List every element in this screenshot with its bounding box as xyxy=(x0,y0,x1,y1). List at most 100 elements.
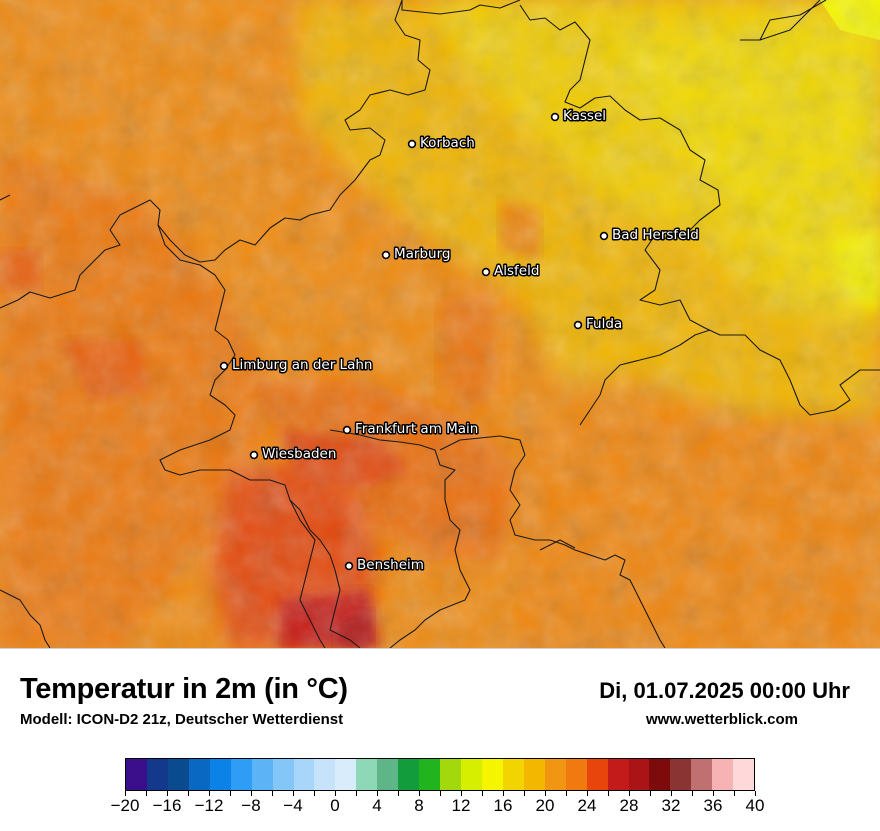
city-marker: Fulda xyxy=(573,315,624,334)
colorbar-tick xyxy=(355,791,357,796)
colorbar-tick-label: −8 xyxy=(241,796,261,815)
colorbar-segment xyxy=(502,759,524,790)
temperature-colorbar xyxy=(125,758,755,791)
colorbar-tick xyxy=(460,791,462,796)
colorbar-tick xyxy=(229,791,231,796)
colorbar-segment xyxy=(419,759,441,790)
city-marker: Bensheim xyxy=(344,556,425,575)
colorbar-segment xyxy=(377,759,399,790)
colorbar-segment xyxy=(167,759,189,790)
colorbar-segment xyxy=(356,759,378,790)
colorbar-tick-label: 40 xyxy=(745,796,765,815)
colorbar-tick xyxy=(649,791,651,796)
city-dot xyxy=(550,112,560,122)
colorbar-segment xyxy=(586,759,608,790)
colorbar-tick xyxy=(733,791,735,796)
colorbar-segment xyxy=(314,759,336,790)
colorbar-segment xyxy=(628,759,650,790)
city-label: Alsfeld xyxy=(494,263,539,279)
colorbar-tick xyxy=(754,791,756,796)
colorbar-segment xyxy=(188,759,210,790)
colorbar-segment xyxy=(649,759,671,790)
city-marker: Korbach xyxy=(407,134,476,153)
colorbar-tick xyxy=(376,791,378,796)
colorbar-tick xyxy=(250,791,252,796)
city-marker: Marburg xyxy=(381,245,452,264)
city-dot xyxy=(599,231,609,241)
colorbar-tick-label: −4 xyxy=(283,796,303,815)
colorbar-tick xyxy=(586,791,588,796)
colorbar-tick xyxy=(124,791,126,796)
city-dot xyxy=(344,561,354,571)
colorbar-tick-label: 32 xyxy=(661,796,681,815)
city-dot xyxy=(381,250,391,260)
colorbar-tick xyxy=(439,791,441,796)
website-link[interactable]: www.wetterblick.com xyxy=(646,711,798,728)
city-marker: Frankfurt am Main xyxy=(342,420,480,439)
colorbar-tick xyxy=(397,791,399,796)
model-info: Modell: ICON-D2 21z, Deutscher Wetterdie… xyxy=(20,711,344,728)
colorbar-tick xyxy=(145,791,147,796)
city-label: Fulda xyxy=(586,316,622,332)
colorbar-segment xyxy=(398,759,420,790)
city-label: Marburg xyxy=(394,246,450,262)
colorbar-segment xyxy=(146,759,168,790)
colorbar-segment xyxy=(712,759,734,790)
city-dot xyxy=(342,425,352,435)
colorbar-tick xyxy=(544,791,546,796)
colorbar-segment xyxy=(440,759,461,790)
city-marker: Alsfeld xyxy=(481,262,541,281)
city-dot xyxy=(407,139,417,149)
forecast-datetime: Di, 01.07.2025 00:00 Uhr xyxy=(599,678,850,703)
colorbar-segment xyxy=(481,759,503,790)
map-title: Temperatur in 2m (in °C) xyxy=(20,673,348,705)
colorbar-segment xyxy=(126,759,147,790)
colorbar-tick-label: 8 xyxy=(414,796,424,815)
colorbar-tick-label: 0 xyxy=(330,796,340,815)
colorbar-segment xyxy=(691,759,713,790)
colorbar-tick xyxy=(691,791,693,796)
city-label: Wiesbaden xyxy=(262,446,336,462)
temperature-field xyxy=(0,0,880,648)
city-label: Korbach xyxy=(420,135,475,151)
colorbar-segment xyxy=(565,759,587,790)
colorbar-tick xyxy=(670,791,672,796)
colorbar-tick xyxy=(187,791,189,796)
colorbar-segment xyxy=(209,759,231,790)
city-label: Kassel xyxy=(563,108,606,124)
colorbar-segment xyxy=(733,759,755,790)
colorbar-tick xyxy=(628,791,630,796)
colorbar-tick xyxy=(607,791,609,796)
city-label: Limburg an der Lahn xyxy=(232,357,372,373)
colorbar-tick xyxy=(712,791,714,796)
city-dot xyxy=(573,320,583,330)
colorbar-tick xyxy=(418,791,420,796)
city-label: Bensheim xyxy=(357,557,424,573)
temperature-map: Kassel Korbach Bad Hersfeld Marburg Alsfeld F… xyxy=(0,0,880,648)
colorbar-tick-label: 12 xyxy=(451,796,471,815)
colorbar-tick xyxy=(166,791,168,796)
colorbar-segment xyxy=(272,759,294,790)
footer: Temperatur in 2m (in °C) Modell: ICON-D2… xyxy=(0,648,880,831)
colorbar-tick xyxy=(565,791,567,796)
city-dot xyxy=(219,361,229,371)
city-label: Bad Hersfeld xyxy=(612,227,699,243)
colorbar-tick xyxy=(313,791,315,796)
colorbar-segment xyxy=(293,759,315,790)
city-marker: Limburg an der Lahn xyxy=(219,356,374,375)
colorbar-tick-label: −20 xyxy=(110,796,140,815)
colorbar-tick-label: 20 xyxy=(535,796,555,815)
colorbar-tick-label: 4 xyxy=(372,796,382,815)
state-borders xyxy=(0,0,880,648)
city-dot xyxy=(249,450,259,460)
city-marker: Wiesbaden xyxy=(249,445,338,464)
colorbar-segment xyxy=(461,759,482,790)
colorbar-tick xyxy=(523,791,525,796)
colorbar-tick xyxy=(208,791,210,796)
colorbar-segment xyxy=(335,759,357,790)
colorbar-segment xyxy=(523,759,545,790)
colorbar-tick-label: 36 xyxy=(703,796,723,815)
city-label: Frankfurt am Main xyxy=(355,421,478,437)
colorbar-tick xyxy=(292,791,294,796)
city-marker: Kassel xyxy=(550,107,608,126)
